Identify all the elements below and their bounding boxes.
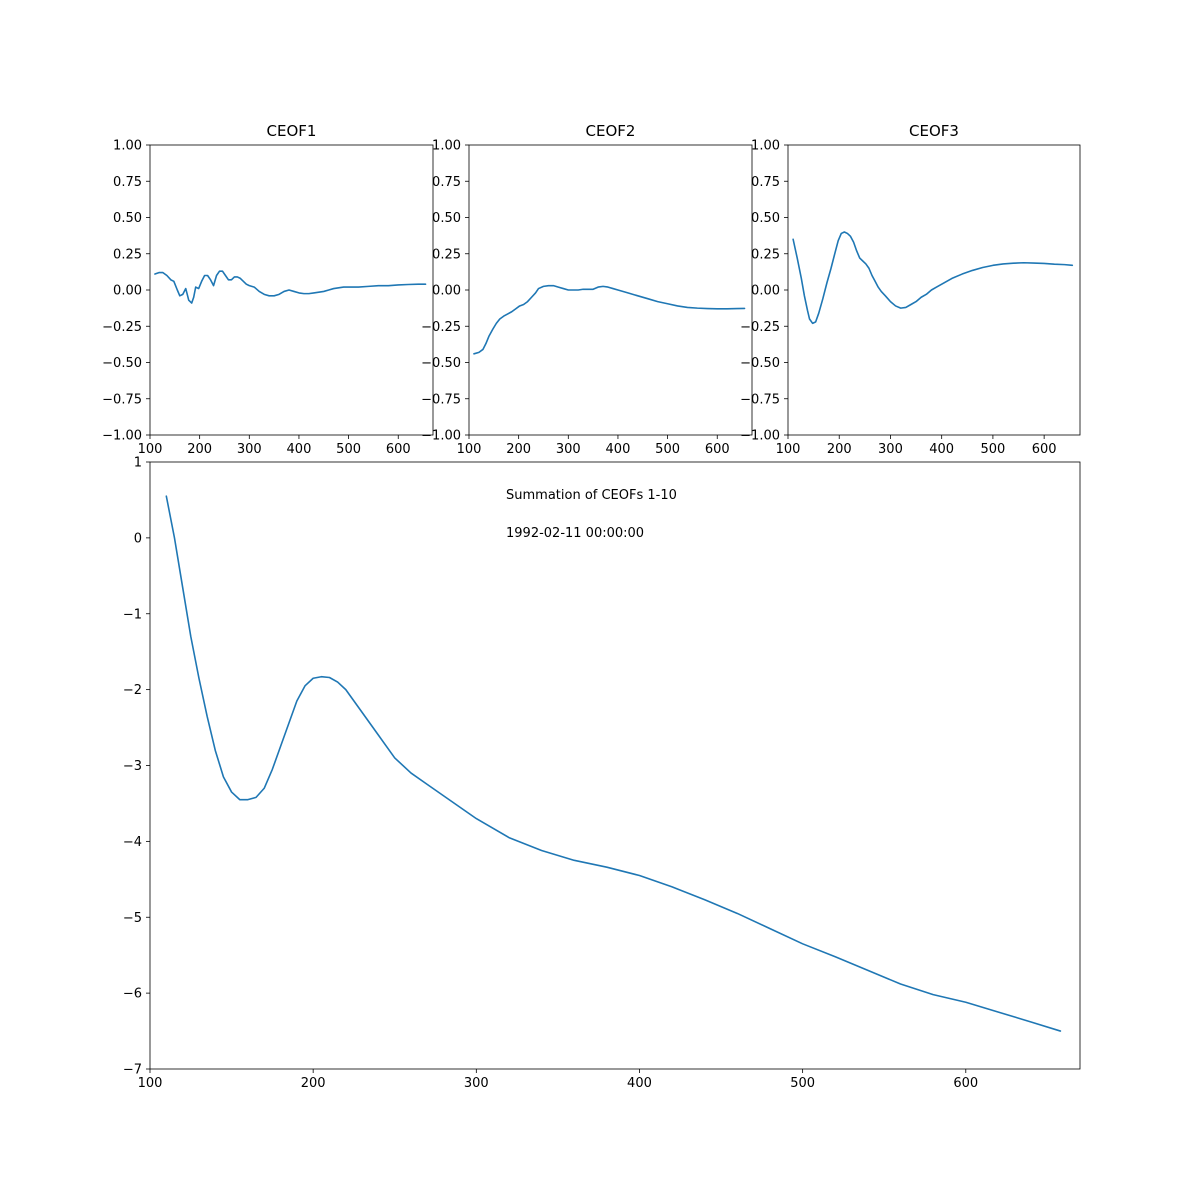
series-line-1	[165, 495, 1062, 1032]
y-tick-label: 0.25	[751, 247, 780, 262]
y-tick-label: 1	[134, 456, 142, 471]
annotation-text: 1992-02-11 00:00:00	[506, 526, 644, 541]
y-tick-label: −1.00	[740, 429, 780, 444]
y-tick-label: 0.75	[113, 175, 142, 190]
x-tick-label: 400	[287, 442, 312, 457]
x-tick-label: 100	[138, 442, 163, 457]
series-line-1	[792, 231, 1074, 325]
y-tick-label: −0.75	[102, 392, 142, 407]
y-tick-label: −2	[123, 683, 142, 698]
y-tick-label: 0.50	[432, 211, 461, 226]
x-tick-label: 300	[464, 1076, 489, 1091]
y-tick-label: 1.00	[432, 139, 461, 154]
x-tick-label: 500	[336, 442, 361, 457]
x-tick-label: 300	[878, 442, 903, 457]
x-tick-label: 400	[606, 442, 631, 457]
y-tick-label: −5	[123, 911, 142, 926]
y-tick-label: 0.00	[751, 284, 780, 299]
x-tick-label: 500	[980, 442, 1005, 457]
x-tick-label: 600	[705, 442, 730, 457]
y-tick-label: −4	[123, 835, 142, 850]
series-line-1	[473, 284, 746, 355]
y-tick-label: 1.00	[751, 139, 780, 154]
x-tick-label: 300	[237, 442, 262, 457]
y-tick-label: 0.75	[751, 175, 780, 190]
y-tick-label: 0.00	[432, 284, 461, 299]
subplot-4: 100 200 300 400 500 600 −7 −6 −5 −4 −3 −2 −1 0 1 Summat…	[123, 456, 1081, 1091]
x-tick-label: 400	[929, 442, 954, 457]
y-tick-label: 0.75	[432, 175, 461, 190]
x-tick-label: 100	[457, 442, 482, 457]
axes-background	[150, 462, 1080, 1069]
y-tick-label: −0.25	[421, 320, 461, 335]
axes-background	[469, 145, 752, 435]
axes-background	[788, 145, 1080, 435]
x-tick-label: 600	[953, 1076, 978, 1091]
y-tick-label: −1	[123, 607, 142, 622]
y-tick-label: −1.00	[421, 429, 461, 444]
y-tick-label: 0.50	[751, 211, 780, 226]
x-tick-label: 100	[138, 1076, 163, 1091]
y-tick-label: −0.50	[740, 356, 780, 371]
y-tick-label: 0.25	[113, 247, 142, 262]
x-tick-label: 400	[627, 1076, 652, 1091]
y-tick-label: 0	[134, 531, 142, 546]
annotation-text: Summation of CEOFs 1-10	[506, 488, 677, 503]
x-tick-label: 600	[386, 442, 411, 457]
subplot-title: CEOF1	[267, 122, 317, 140]
y-tick-label: −0.25	[740, 320, 780, 335]
x-tick-label: 600	[1032, 442, 1057, 457]
subplot-title: CEOF2	[586, 122, 636, 140]
x-tick-label: 200	[506, 442, 531, 457]
x-tick-label: 500	[790, 1076, 815, 1091]
y-tick-label: 0.25	[432, 247, 461, 262]
y-tick-label: 0.00	[113, 284, 142, 299]
y-tick-label: −7	[123, 1063, 142, 1078]
subplot-3: 100 200 300 400 500 600 −1.00 −0.75 −0.50 −0.25 0.…	[740, 122, 1081, 457]
subplot-1: 100 200 300 400 500 600 −1.00 −0.75 −0.50 −0.25 0.…	[102, 122, 434, 457]
series-line-1	[154, 270, 427, 304]
y-tick-label: 0.50	[113, 211, 142, 226]
x-tick-label: 200	[301, 1076, 326, 1091]
x-tick-label: 200	[827, 442, 852, 457]
x-tick-label: 300	[556, 442, 581, 457]
y-tick-label: −3	[123, 759, 142, 774]
y-tick-label: −6	[123, 987, 142, 1002]
plots: 100 200 300 400 500 600 −1.00 −0.75 −0.50 −0.25 0.…	[102, 122, 1081, 1091]
y-tick-label: 1.00	[113, 139, 142, 154]
subplot-title: CEOF3	[909, 122, 959, 140]
y-tick-label: −0.75	[740, 392, 780, 407]
y-tick-label: −1.00	[102, 429, 142, 444]
x-tick-label: 200	[187, 442, 212, 457]
y-tick-label: −0.75	[421, 392, 461, 407]
y-tick-label: −0.25	[102, 320, 142, 335]
x-tick-label: 500	[655, 442, 680, 457]
y-tick-label: −0.50	[421, 356, 461, 371]
y-tick-label: −0.50	[102, 356, 142, 371]
subplot-2: 100 200 300 400 500 600 −1.00 −0.75 −0.50 −0.25 0.…	[421, 122, 753, 457]
x-tick-label: 100	[776, 442, 801, 457]
